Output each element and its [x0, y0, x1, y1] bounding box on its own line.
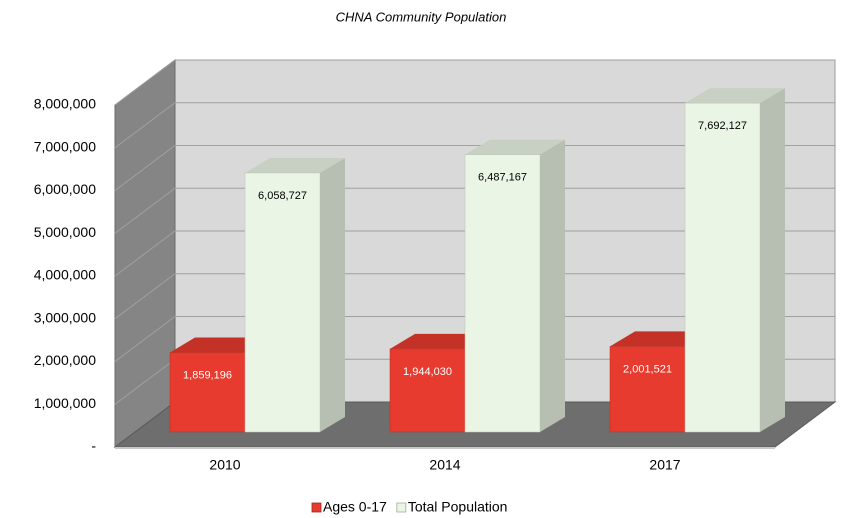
- x-tick-label: 2010: [209, 457, 240, 473]
- x-tick-label: 2017: [649, 457, 680, 473]
- y-tick-label: 8,000,000: [34, 96, 96, 112]
- grid-line: [114, 230, 835, 277]
- bar: [244, 172, 321, 433]
- y-tick-label: 4,000,000: [34, 267, 96, 283]
- x-tick-label: 2014: [429, 457, 460, 473]
- grid-line: [114, 145, 835, 191]
- bar: [389, 348, 466, 433]
- y-tick-label: 6,000,000: [34, 181, 96, 197]
- y-tick-label: 2,000,000: [34, 352, 96, 368]
- bar-top: [245, 157, 345, 173]
- bar: [609, 346, 686, 433]
- legend-label: Total Population: [408, 499, 508, 515]
- legend-swatch: [396, 502, 407, 513]
- legend-label: Ages 0-17: [323, 499, 387, 515]
- bar-top: [465, 139, 565, 155]
- data-label: 2,001,521: [623, 363, 672, 375]
- grid-line: [114, 102, 835, 149]
- grid-line: [114, 316, 835, 362]
- legend-swatch: [311, 502, 322, 513]
- data-label: 7,692,127: [698, 120, 747, 132]
- data-label: 6,058,727: [258, 190, 307, 202]
- y-tick-label: 3,000,000: [34, 309, 96, 325]
- y-tick-label: 5,000,000: [34, 224, 96, 240]
- bar-side: [320, 157, 345, 432]
- grid-line: [114, 187, 835, 234]
- bar-side: [760, 88, 785, 433]
- bar: [464, 154, 541, 433]
- data-label: 6,487,167: [478, 172, 527, 184]
- bar: [684, 102, 761, 433]
- y-tick-label: -: [91, 438, 96, 454]
- y-tick-label: 1,000,000: [34, 395, 96, 411]
- grid-line: [114, 59, 835, 106]
- bar-side: [540, 139, 565, 432]
- data-label: 1,859,196: [183, 369, 232, 381]
- data-label: 1,944,030: [403, 366, 452, 378]
- y-tick-label: 7,000,000: [34, 138, 96, 154]
- grid-line: [114, 273, 835, 320]
- chart-title: CHNA Community Population: [336, 9, 507, 24]
- bar: [169, 352, 246, 433]
- bar-top: [685, 88, 785, 104]
